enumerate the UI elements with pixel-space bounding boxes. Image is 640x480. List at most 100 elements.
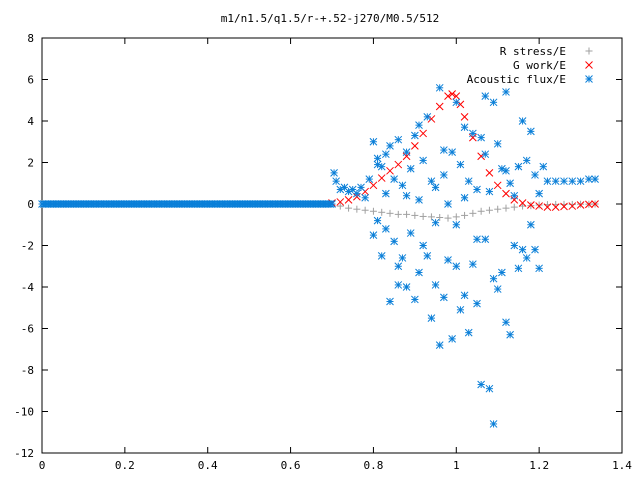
data-point bbox=[469, 260, 477, 269]
data-point bbox=[506, 179, 514, 188]
data-point bbox=[539, 162, 548, 171]
data-point bbox=[440, 171, 448, 179]
data-point bbox=[489, 98, 498, 107]
data-point bbox=[494, 205, 502, 213]
data-point bbox=[551, 203, 560, 211]
data-point bbox=[390, 175, 398, 183]
data-point bbox=[394, 210, 402, 218]
data-point bbox=[357, 183, 365, 192]
data-point bbox=[402, 148, 411, 156]
data-point bbox=[386, 297, 394, 306]
plot-area-border bbox=[41, 37, 623, 454]
data-point bbox=[415, 195, 423, 204]
data-point bbox=[502, 204, 510, 212]
y-tick-label: 6 bbox=[27, 74, 34, 87]
data-point bbox=[473, 235, 481, 244]
data-point bbox=[427, 314, 436, 322]
x-tick-label: 0 bbox=[39, 459, 46, 472]
data-point bbox=[328, 200, 336, 208]
data-point bbox=[431, 281, 440, 289]
data-point bbox=[518, 199, 527, 207]
y-tick-label: 0 bbox=[27, 198, 34, 211]
y-tick-label: 8 bbox=[27, 32, 34, 45]
data-point bbox=[464, 328, 473, 337]
y-tick-label: -4 bbox=[21, 281, 35, 294]
data-point bbox=[419, 156, 427, 165]
data-point bbox=[386, 142, 394, 150]
data-point bbox=[535, 264, 543, 273]
data-point bbox=[452, 262, 461, 271]
data-point bbox=[448, 335, 456, 343]
data-point bbox=[444, 200, 452, 208]
data-point bbox=[527, 127, 535, 136]
data-point bbox=[419, 241, 427, 250]
y-tick-label: -2 bbox=[21, 240, 34, 253]
data-point bbox=[365, 175, 374, 183]
data-point bbox=[577, 200, 585, 208]
data-point bbox=[377, 174, 386, 182]
data-point bbox=[402, 191, 411, 200]
data-point bbox=[394, 135, 403, 144]
data-point bbox=[591, 200, 599, 208]
data-point bbox=[373, 216, 382, 225]
legend-label: R stress/E bbox=[500, 45, 566, 58]
data-point bbox=[444, 214, 452, 222]
data-point bbox=[576, 201, 585, 209]
data-point bbox=[489, 420, 498, 428]
data-point bbox=[527, 220, 535, 229]
data-point bbox=[452, 98, 461, 107]
data-point bbox=[435, 102, 444, 111]
data-point bbox=[440, 146, 448, 154]
data-point bbox=[411, 295, 419, 304]
data-point bbox=[398, 254, 407, 262]
data-point bbox=[456, 305, 465, 314]
data-point bbox=[456, 160, 465, 169]
data-point bbox=[452, 92, 461, 100]
data-point bbox=[386, 209, 394, 217]
data-point bbox=[448, 90, 456, 98]
data-point bbox=[469, 209, 477, 217]
data-point bbox=[431, 218, 440, 227]
y-tick-label: -6 bbox=[21, 323, 34, 336]
data-point bbox=[431, 183, 440, 192]
data-point bbox=[514, 162, 523, 171]
data-point bbox=[373, 160, 382, 169]
data-point bbox=[477, 133, 485, 142]
data-point bbox=[568, 177, 577, 186]
legend-marker bbox=[585, 61, 593, 69]
y-tick-label: -12 bbox=[14, 447, 34, 460]
data-point bbox=[345, 204, 353, 212]
data-point bbox=[502, 88, 510, 96]
data-point bbox=[522, 254, 531, 262]
data-point bbox=[510, 241, 519, 250]
data-point bbox=[353, 205, 361, 213]
data-point bbox=[477, 380, 485, 389]
data-point bbox=[382, 189, 390, 198]
data-point bbox=[382, 150, 390, 159]
data-point bbox=[493, 181, 502, 190]
data-point bbox=[576, 177, 585, 186]
data-point bbox=[585, 175, 593, 183]
data-point bbox=[506, 330, 514, 339]
x-tick-label: 0.2 bbox=[115, 459, 135, 472]
data-point bbox=[502, 166, 510, 175]
data-point bbox=[452, 213, 460, 221]
data-point bbox=[419, 129, 427, 138]
x-tick-label: 1.4 bbox=[612, 459, 632, 472]
chart-title: m1/n1.5/q1.5/r-+.52-j270/M0.5/512 bbox=[221, 12, 440, 25]
data-point bbox=[498, 268, 506, 277]
data-point bbox=[485, 187, 494, 196]
axes: 0 0.2 0.4 0.6 0.8 1 1.2 1.4 -12 -10 -8 -6 -4 -2 0 2 4 6 8 bbox=[14, 32, 632, 472]
data-point bbox=[543, 203, 552, 211]
legend-marker bbox=[585, 47, 593, 55]
legend-marker bbox=[585, 75, 593, 83]
legend-label: G work/E bbox=[513, 59, 566, 72]
data-point bbox=[510, 203, 518, 211]
data-point bbox=[336, 198, 345, 206]
data-point bbox=[444, 92, 452, 100]
data-point bbox=[481, 92, 490, 100]
data-point bbox=[330, 169, 338, 177]
data-point bbox=[485, 169, 494, 177]
